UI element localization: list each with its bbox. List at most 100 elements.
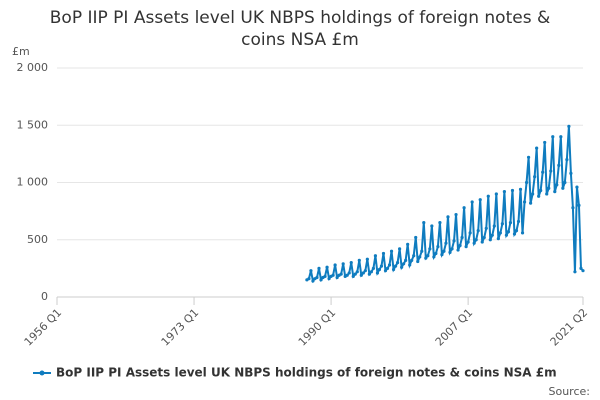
point: [315, 275, 319, 280]
y-tick-label: 0: [41, 290, 48, 303]
point: [524, 180, 529, 185]
point: [581, 269, 585, 273]
point: [488, 238, 492, 242]
x-tick-label: 1956 Q1: [22, 306, 65, 349]
point: [307, 277, 311, 281]
point: [458, 243, 462, 248]
point: [541, 170, 545, 174]
point: [472, 241, 476, 245]
point: [516, 219, 521, 224]
point: [355, 270, 359, 274]
y-tick-label: 2 000: [17, 61, 49, 74]
point: [309, 269, 313, 273]
point: [533, 175, 537, 179]
chart-title: BoP IIP PI Assets level UK NBPS holdings…: [50, 8, 550, 28]
series-line: [306, 126, 584, 284]
point: [365, 257, 369, 261]
point: [327, 277, 331, 281]
point: [339, 272, 343, 276]
point: [418, 255, 422, 259]
point: [480, 240, 484, 244]
point: [492, 224, 496, 228]
point: [537, 194, 541, 198]
point: [357, 258, 361, 262]
point: [551, 135, 555, 139]
point: [385, 266, 390, 270]
source: Source:: [549, 385, 591, 398]
point: [377, 267, 382, 272]
point: [579, 266, 583, 270]
point: [341, 262, 345, 266]
point: [369, 270, 373, 274]
point: [383, 269, 388, 273]
point: [387, 263, 392, 267]
point: [498, 231, 502, 235]
point: [381, 251, 386, 256]
point: [331, 273, 335, 277]
point: [476, 228, 480, 233]
point: [573, 270, 577, 274]
point: [438, 220, 442, 225]
point: [379, 264, 384, 268]
point: [436, 245, 440, 249]
point: [412, 254, 416, 258]
point: [561, 186, 565, 190]
point: [452, 239, 456, 243]
point: [504, 233, 509, 237]
x-tick-label: 1990 Q1: [296, 306, 339, 349]
point: [406, 242, 410, 246]
point: [311, 279, 315, 283]
point: [529, 201, 533, 205]
chart-title-line: coins NSA £m: [241, 30, 359, 50]
point: [353, 272, 357, 276]
point: [434, 251, 438, 256]
point: [323, 274, 327, 278]
point: [442, 249, 446, 253]
point: [466, 240, 470, 244]
point: [559, 135, 563, 139]
point: [420, 249, 424, 253]
point: [462, 206, 466, 210]
point: [363, 269, 367, 273]
point: [361, 271, 365, 275]
point: [506, 230, 511, 234]
y-tick-label: 500: [27, 233, 48, 246]
point: [375, 271, 380, 275]
point: [464, 245, 468, 249]
point: [486, 194, 490, 198]
point: [446, 215, 450, 219]
point: [567, 124, 571, 128]
point: [549, 169, 553, 173]
point: [347, 271, 351, 275]
point: [444, 241, 448, 245]
point: [428, 247, 432, 251]
point: [389, 249, 394, 253]
point: [432, 255, 436, 259]
point: [351, 274, 355, 278]
point: [319, 278, 323, 282]
point: [565, 158, 569, 162]
point: [575, 185, 579, 189]
point: [500, 222, 504, 226]
point: [545, 192, 549, 196]
point: [531, 192, 535, 196]
point: [456, 248, 460, 252]
point: [426, 254, 430, 258]
point: [422, 220, 426, 225]
point: [494, 192, 498, 196]
point: [468, 231, 472, 235]
point: [325, 265, 329, 269]
point: [522, 200, 527, 204]
point: [410, 258, 414, 262]
point: [553, 190, 557, 194]
x-tick-label: 2021 Q2: [548, 306, 591, 349]
point: [335, 275, 339, 280]
point: [557, 163, 561, 167]
point: [367, 272, 371, 276]
point: [317, 266, 321, 270]
point: [398, 247, 402, 251]
point: [333, 263, 337, 267]
point: [345, 273, 349, 277]
point: [404, 258, 408, 262]
